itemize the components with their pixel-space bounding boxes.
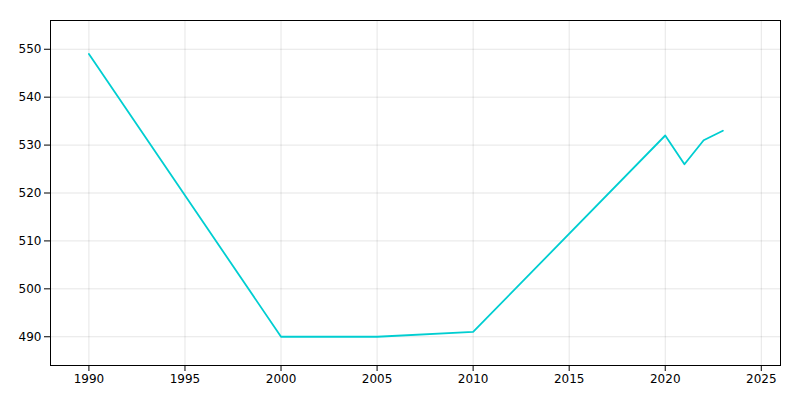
svg-text:520: 520	[19, 186, 42, 200]
svg-text:2020: 2020	[650, 372, 681, 386]
svg-text:2015: 2015	[554, 372, 585, 386]
svg-text:2005: 2005	[362, 372, 393, 386]
svg-text:490: 490	[19, 330, 42, 344]
svg-text:510: 510	[19, 234, 42, 248]
svg-text:500: 500	[19, 282, 42, 296]
svg-text:1995: 1995	[170, 372, 201, 386]
svg-text:2000: 2000	[266, 372, 297, 386]
svg-text:1990: 1990	[74, 372, 105, 386]
svg-text:540: 540	[19, 90, 42, 104]
svg-text:2010: 2010	[458, 372, 489, 386]
svg-text:530: 530	[19, 138, 42, 152]
svg-text:2025: 2025	[746, 372, 777, 386]
svg-text:550: 550	[19, 42, 42, 56]
